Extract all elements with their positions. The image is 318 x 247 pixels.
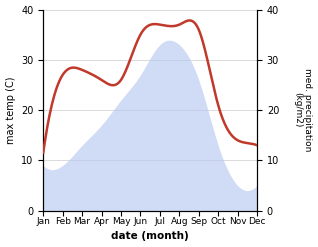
Y-axis label: med. precipitation
(kg/m2): med. precipitation (kg/m2) [293, 68, 313, 152]
Y-axis label: max temp (C): max temp (C) [5, 76, 16, 144]
X-axis label: date (month): date (month) [111, 231, 189, 242]
